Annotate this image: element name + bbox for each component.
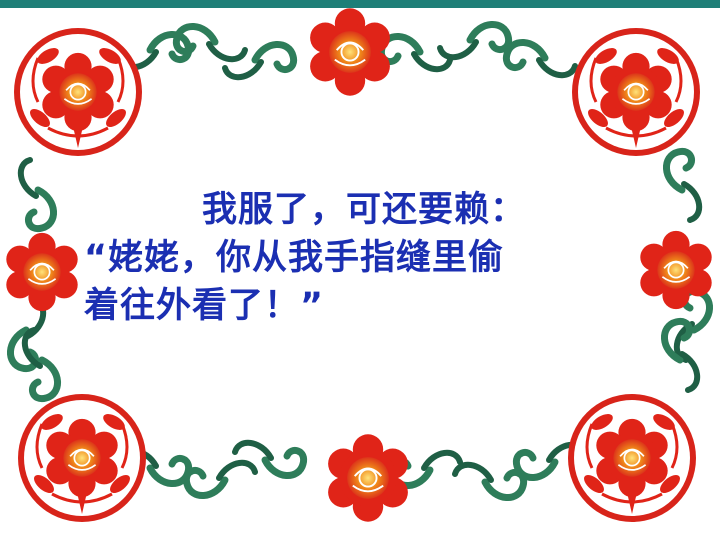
text-line-2: “姥姥，你从我手指缝里偷 [84,238,505,278]
text-line-1: 我服了，可还要赖： [202,190,527,230]
top-accent-bar [0,0,720,8]
text-line-3: 着往外看了！” [84,286,325,326]
story-text: 我服了，可还要赖： “姥姥，你从我手指缝里偷 着往外看了！” [84,186,604,330]
